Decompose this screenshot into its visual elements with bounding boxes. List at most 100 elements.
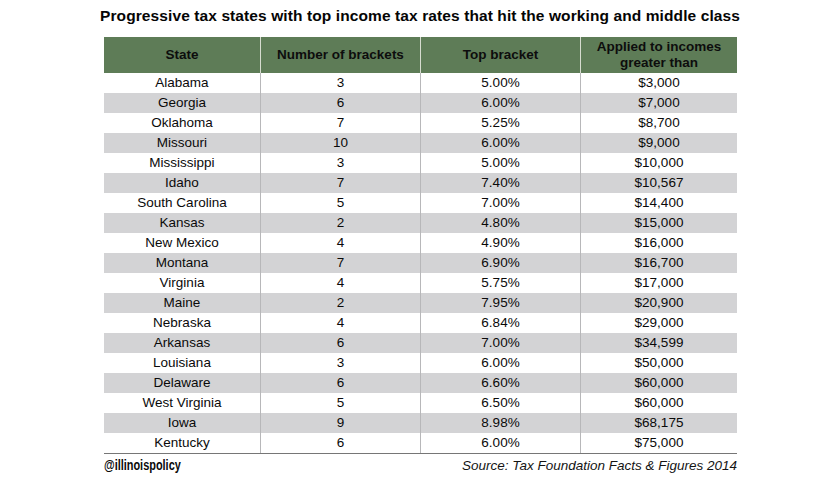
table-cell: $14,400 bbox=[580, 193, 737, 213]
table-cell: 3 bbox=[260, 73, 420, 93]
table-cell: $75,000 bbox=[580, 433, 737, 453]
table-cell: 3 bbox=[260, 153, 420, 173]
table-row: Iowa98.98%$68,175 bbox=[104, 413, 737, 433]
column-header-applied-to-incomes: Applied to incomes greater than bbox=[580, 37, 737, 73]
table-cell: 5.00% bbox=[420, 73, 580, 93]
table-cell: New Mexico bbox=[104, 233, 260, 253]
table-cell: Missouri bbox=[104, 133, 260, 153]
table-cell: 7.40% bbox=[420, 173, 580, 193]
table-cell: 6.00% bbox=[420, 133, 580, 153]
table-row: Kansas24.80%$15,000 bbox=[104, 213, 737, 233]
table-cell: $60,000 bbox=[580, 393, 737, 413]
table-row: Oklahoma75.25%$8,700 bbox=[104, 113, 737, 133]
tax-table: State Number of brackets Top bracket App… bbox=[104, 37, 737, 454]
table-cell: 5 bbox=[260, 193, 420, 213]
table-cell: 5.25% bbox=[420, 113, 580, 133]
table-cell: $68,175 bbox=[580, 413, 737, 433]
table-cell: $50,000 bbox=[580, 353, 737, 373]
table-row: Virginia45.75%$17,000 bbox=[104, 273, 737, 293]
table-cell: Idaho bbox=[104, 173, 260, 193]
table-cell: South Carolina bbox=[104, 193, 260, 213]
table-cell: 7.95% bbox=[420, 293, 580, 313]
column-header-top-bracket: Top bracket bbox=[420, 37, 580, 73]
table-cell: 6 bbox=[260, 333, 420, 353]
table-cell: Nebraska bbox=[104, 313, 260, 333]
table-cell: Oklahoma bbox=[104, 113, 260, 133]
table-row: Georgia66.00%$7,000 bbox=[104, 93, 737, 113]
table-header-row: State Number of brackets Top bracket App… bbox=[104, 37, 737, 73]
column-header-state: State bbox=[104, 37, 260, 73]
table-cell: 10 bbox=[260, 133, 420, 153]
table-cell: $60,000 bbox=[580, 373, 737, 393]
table-cell: 3 bbox=[260, 353, 420, 373]
table-cell: $34,599 bbox=[580, 333, 737, 353]
table-cell: 4 bbox=[260, 233, 420, 253]
table-row: Kentucky66.00%$75,000 bbox=[104, 433, 737, 453]
table-cell: $3,000 bbox=[580, 73, 737, 93]
table-cell: Georgia bbox=[104, 93, 260, 113]
table-cell: 6.00% bbox=[420, 433, 580, 453]
table-row: West Virginia56.50%$60,000 bbox=[104, 393, 737, 413]
table-cell: $16,000 bbox=[580, 233, 737, 253]
table-cell: Montana bbox=[104, 253, 260, 273]
table-row: Louisiana36.00%$50,000 bbox=[104, 353, 737, 373]
table-cell: 7.00% bbox=[420, 333, 580, 353]
table-cell: Alabama bbox=[104, 73, 260, 93]
table-cell: Mississippi bbox=[104, 153, 260, 173]
table-cell: 6.00% bbox=[420, 353, 580, 373]
table-row: Idaho77.40%$10,567 bbox=[104, 173, 737, 193]
table-cell: Kentucky bbox=[104, 433, 260, 453]
table-cell: 6.00% bbox=[420, 93, 580, 113]
table-cell: 6.60% bbox=[420, 373, 580, 393]
table-cell: 6 bbox=[260, 433, 420, 453]
table-cell: 7.00% bbox=[420, 193, 580, 213]
table-cell: $16,700 bbox=[580, 253, 737, 273]
illinois-policy-handle: @illinoispolicy bbox=[104, 457, 181, 473]
table-cell: 2 bbox=[260, 213, 420, 233]
footer: @illinoispolicy Source: Tax Foundation F… bbox=[104, 457, 737, 473]
table-cell: 6.90% bbox=[420, 253, 580, 273]
table-cell: 7 bbox=[260, 253, 420, 273]
table-row: Nebraska46.84%$29,000 bbox=[104, 313, 737, 333]
table-cell: Delaware bbox=[104, 373, 260, 393]
table-cell: 5 bbox=[260, 393, 420, 413]
table-row: South Carolina57.00%$14,400 bbox=[104, 193, 737, 213]
table-cell: Virginia bbox=[104, 273, 260, 293]
table-cell: $7,000 bbox=[580, 93, 737, 113]
table-cell: 5.75% bbox=[420, 273, 580, 293]
table-cell: 6 bbox=[260, 93, 420, 113]
table-row: New Mexico44.90%$16,000 bbox=[104, 233, 737, 253]
table-row: Mississippi35.00%$10,000 bbox=[104, 153, 737, 173]
table-cell: 4 bbox=[260, 273, 420, 293]
table-row: Montana76.90%$16,700 bbox=[104, 253, 737, 273]
table-cell: 6 bbox=[260, 373, 420, 393]
table-row: Delaware66.60%$60,000 bbox=[104, 373, 737, 393]
table-cell: $8,700 bbox=[580, 113, 737, 133]
table-row: Missouri106.00%$9,000 bbox=[104, 133, 737, 153]
table-cell: $9,000 bbox=[580, 133, 737, 153]
infographic-page: Progressive tax states with top income t… bbox=[0, 0, 840, 504]
table-cell: Arkansas bbox=[104, 333, 260, 353]
chart-title: Progressive tax states with top income t… bbox=[0, 7, 840, 25]
table-row: Maine27.95%$20,900 bbox=[104, 293, 737, 313]
table-row: Arkansas67.00%$34,599 bbox=[104, 333, 737, 353]
table-cell: 6.84% bbox=[420, 313, 580, 333]
table-cell: $15,000 bbox=[580, 213, 737, 233]
table-cell: 7 bbox=[260, 173, 420, 193]
table-cell: $10,000 bbox=[580, 153, 737, 173]
table-cell: 6.50% bbox=[420, 393, 580, 413]
table-cell: 2 bbox=[260, 293, 420, 313]
table-cell: $17,000 bbox=[580, 273, 737, 293]
table-cell: 8.98% bbox=[420, 413, 580, 433]
table-cell: 4 bbox=[260, 313, 420, 333]
table-cell: Louisiana bbox=[104, 353, 260, 373]
table-cell: Kansas bbox=[104, 213, 260, 233]
table-body: Alabama35.00%$3,000Georgia66.00%$7,000Ok… bbox=[104, 73, 737, 453]
table-cell: $10,567 bbox=[580, 173, 737, 193]
source-attribution: Source: Tax Foundation Facts & Figures 2… bbox=[462, 458, 737, 473]
table-cell: West Virginia bbox=[104, 393, 260, 413]
table-cell: Iowa bbox=[104, 413, 260, 433]
table-cell: 7 bbox=[260, 113, 420, 133]
table-cell: Maine bbox=[104, 293, 260, 313]
table-cell: $29,000 bbox=[580, 313, 737, 333]
